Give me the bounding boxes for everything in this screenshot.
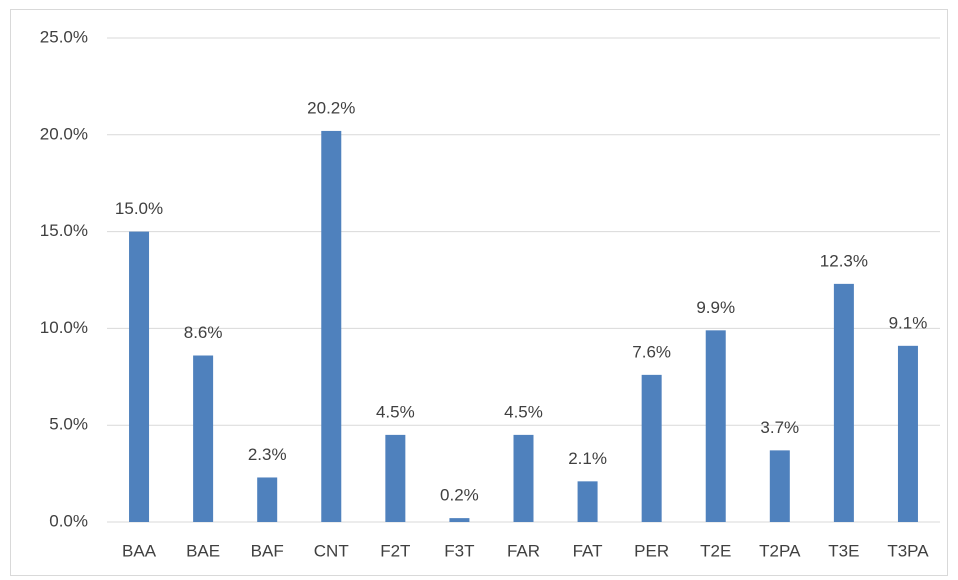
data-label: 8.6% <box>184 323 223 342</box>
bar <box>193 355 214 522</box>
data-label: 20.2% <box>307 98 355 117</box>
bar <box>449 518 470 522</box>
data-label: 9.9% <box>696 298 735 317</box>
x-tick-label: T3PA <box>887 541 929 560</box>
x-tick-label: CNT <box>314 541 349 560</box>
x-tick-label: PER <box>634 541 669 560</box>
bar <box>321 130 342 523</box>
x-tick-label: BAE <box>186 541 220 560</box>
bar <box>577 481 598 522</box>
y-tick-label: 25.0% <box>40 27 88 46</box>
x-tick-label: F3T <box>444 541 474 560</box>
chart-border <box>10 9 948 576</box>
data-label: 15.0% <box>115 199 163 218</box>
x-tick-label: FAR <box>507 541 540 560</box>
data-label: 4.5% <box>504 402 543 421</box>
bar <box>769 450 790 522</box>
data-label: 12.3% <box>820 251 868 270</box>
x-tick-label: BAF <box>251 541 284 560</box>
bar <box>513 434 534 522</box>
bar <box>897 345 918 522</box>
y-tick-label: 0.0% <box>49 511 88 530</box>
bar <box>641 374 662 522</box>
data-label: 3.7% <box>760 418 799 437</box>
data-label: 2.3% <box>248 445 287 464</box>
x-tick-label: F2T <box>380 541 410 560</box>
x-tick-label: BAA <box>122 541 157 560</box>
x-tick-label: T2PA <box>759 541 801 560</box>
bar <box>257 477 278 522</box>
x-tick-label: FAT <box>573 541 603 560</box>
data-label: 7.6% <box>632 342 671 361</box>
data-label: 4.5% <box>376 402 415 421</box>
y-tick-label: 20.0% <box>40 124 88 143</box>
bar <box>129 231 150 522</box>
bar <box>385 434 406 522</box>
bar <box>833 283 854 522</box>
bar <box>705 330 726 522</box>
data-label: 0.2% <box>440 486 479 505</box>
y-tick-label: 15.0% <box>40 221 88 240</box>
y-tick-label: 10.0% <box>40 318 88 337</box>
data-label: 9.1% <box>889 313 928 332</box>
y-tick-label: 5.0% <box>49 415 88 434</box>
x-tick-label: T3E <box>828 541 859 560</box>
data-label: 2.1% <box>568 449 607 468</box>
x-tick-label: T2E <box>700 541 731 560</box>
